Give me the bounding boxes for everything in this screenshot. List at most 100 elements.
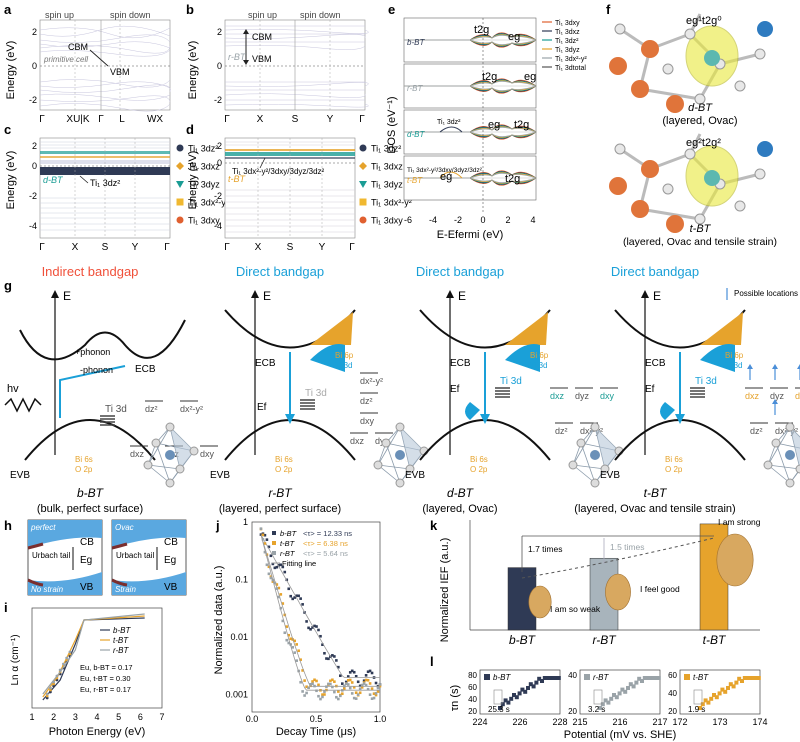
g-title: Direct bandgap bbox=[236, 264, 324, 279]
octahedron-edge bbox=[572, 464, 606, 470]
j-data-point bbox=[354, 691, 358, 694]
j-data-point bbox=[342, 687, 346, 691]
panel-c-xtick: Y bbox=[132, 242, 139, 253]
i-point bbox=[55, 674, 59, 678]
j-ytick: 0.01 bbox=[230, 632, 248, 642]
j-data-point bbox=[331, 678, 334, 682]
g-E: E bbox=[263, 289, 271, 303]
o-atom bbox=[614, 23, 626, 35]
g-orbital-dz2: dz² bbox=[555, 426, 568, 436]
l-data-point bbox=[542, 676, 547, 680]
panel-f-caption-d2: (layered, Ovac) bbox=[662, 115, 737, 127]
panel-label-g: g bbox=[4, 278, 12, 293]
dos-legend-label: Ti₁ 3dtotal bbox=[555, 65, 586, 72]
l-data-point bbox=[623, 689, 628, 694]
panel-a-spin-up: spin up bbox=[45, 10, 74, 20]
l-annot: 1.9 s bbox=[688, 705, 705, 714]
j-ytick: 1 bbox=[243, 517, 248, 527]
panel_d-legend-label: Ti₁ 3dyz bbox=[371, 180, 403, 190]
j-data-point bbox=[303, 679, 306, 682]
g-orbital-dxz: dxz bbox=[130, 449, 145, 459]
g-ef: Ef bbox=[450, 384, 460, 395]
g-axis-arrow bbox=[51, 290, 59, 298]
octahedron-vertex bbox=[151, 438, 161, 448]
dos-curve-up bbox=[404, 34, 537, 41]
octahedron-vertex bbox=[381, 438, 391, 448]
g-bi6s: Bi 6s bbox=[665, 455, 683, 464]
j-data-point bbox=[279, 593, 283, 596]
dos-legend-label: Ti₁ 3dyz bbox=[555, 47, 580, 54]
l-data-point bbox=[723, 689, 728, 694]
g-ti3d-label: Ti 3d bbox=[105, 404, 127, 415]
h-eg: Eg bbox=[164, 555, 176, 566]
j-data-point bbox=[281, 619, 285, 623]
panel_d-legend-marker bbox=[359, 216, 367, 224]
h-cb: CB bbox=[164, 537, 178, 548]
octahedron-edge bbox=[377, 464, 401, 484]
g-cb-curve bbox=[19, 319, 186, 361]
j-xtick: 0.5 bbox=[310, 714, 323, 724]
panel_d-legend-marker bbox=[359, 198, 367, 206]
panel_d-legend-marker bbox=[359, 181, 367, 188]
i-legend-label: r-BT bbox=[113, 646, 130, 655]
l-data-point bbox=[551, 676, 556, 680]
l-ytick: 80 bbox=[468, 671, 477, 680]
j-data-point bbox=[362, 682, 366, 685]
bi-atom bbox=[609, 57, 627, 75]
panel-i-frame bbox=[31, 607, 163, 709]
g-orbital-dxy: dxy bbox=[200, 449, 215, 459]
ti-atom bbox=[704, 50, 720, 66]
octahedron-vertex bbox=[785, 478, 795, 488]
l-data-point bbox=[748, 676, 753, 680]
panel-a-note: primitive cell bbox=[43, 55, 88, 64]
j-data-point bbox=[372, 692, 376, 695]
l-data-point bbox=[509, 696, 514, 701]
i-xtick: 7 bbox=[159, 712, 164, 722]
l-data-point bbox=[654, 676, 658, 680]
i-legend-label: b-BT bbox=[113, 626, 131, 635]
l-data-point bbox=[700, 702, 705, 707]
h-bottom-label: Strain bbox=[115, 585, 136, 594]
l-data-point bbox=[498, 706, 502, 710]
octahedron-edge bbox=[155, 442, 171, 484]
l-ytick: 20 bbox=[568, 707, 577, 716]
j-data-point bbox=[329, 682, 332, 686]
j-fit-line bbox=[260, 534, 380, 678]
panel-c-ytick: 0 bbox=[32, 161, 37, 171]
g-orbital-dyz: dyz bbox=[575, 391, 590, 401]
g-spin-head bbox=[772, 399, 778, 404]
k-1-7-times: 1.7 times bbox=[528, 544, 563, 554]
dos-mix-peak bbox=[439, 171, 463, 179]
j-data-point bbox=[329, 679, 332, 683]
panel-j-ylabel: Normalized data (a.u.) bbox=[213, 566, 225, 675]
dos-curve-down bbox=[404, 85, 537, 93]
j-data-point bbox=[287, 633, 291, 637]
g-orbital-dxy: dxy bbox=[360, 416, 375, 426]
i-point bbox=[45, 696, 49, 700]
l-data-point bbox=[617, 691, 622, 696]
l-data-point bbox=[540, 679, 544, 683]
j-data-point bbox=[313, 684, 316, 688]
j-data-point bbox=[360, 686, 364, 689]
j-data-point bbox=[374, 681, 378, 685]
l-data-point bbox=[548, 676, 553, 680]
l-data-point bbox=[651, 676, 656, 680]
j-data-point bbox=[350, 669, 354, 673]
g-hv: hv bbox=[7, 383, 19, 395]
l-data-point bbox=[656, 676, 661, 680]
octahedron-vertex bbox=[189, 446, 199, 456]
dos-curve-down bbox=[404, 177, 537, 185]
octahedron-vertex bbox=[395, 478, 405, 488]
j-data-point bbox=[273, 581, 277, 585]
g-orbital-dxz: dxz bbox=[745, 391, 760, 401]
dos-curve-up bbox=[404, 126, 537, 133]
dos-curve-down bbox=[404, 131, 537, 138]
octahedron-vertex bbox=[143, 460, 153, 470]
g-title: Indirect bandgap bbox=[42, 264, 139, 279]
panel-e-eg-3: eg bbox=[488, 119, 500, 131]
g-o2p: O 2p bbox=[665, 465, 683, 474]
h-eg: Eg bbox=[80, 555, 92, 566]
dos-curve-up bbox=[404, 124, 537, 133]
panel-e-xtick: 4 bbox=[530, 215, 535, 225]
